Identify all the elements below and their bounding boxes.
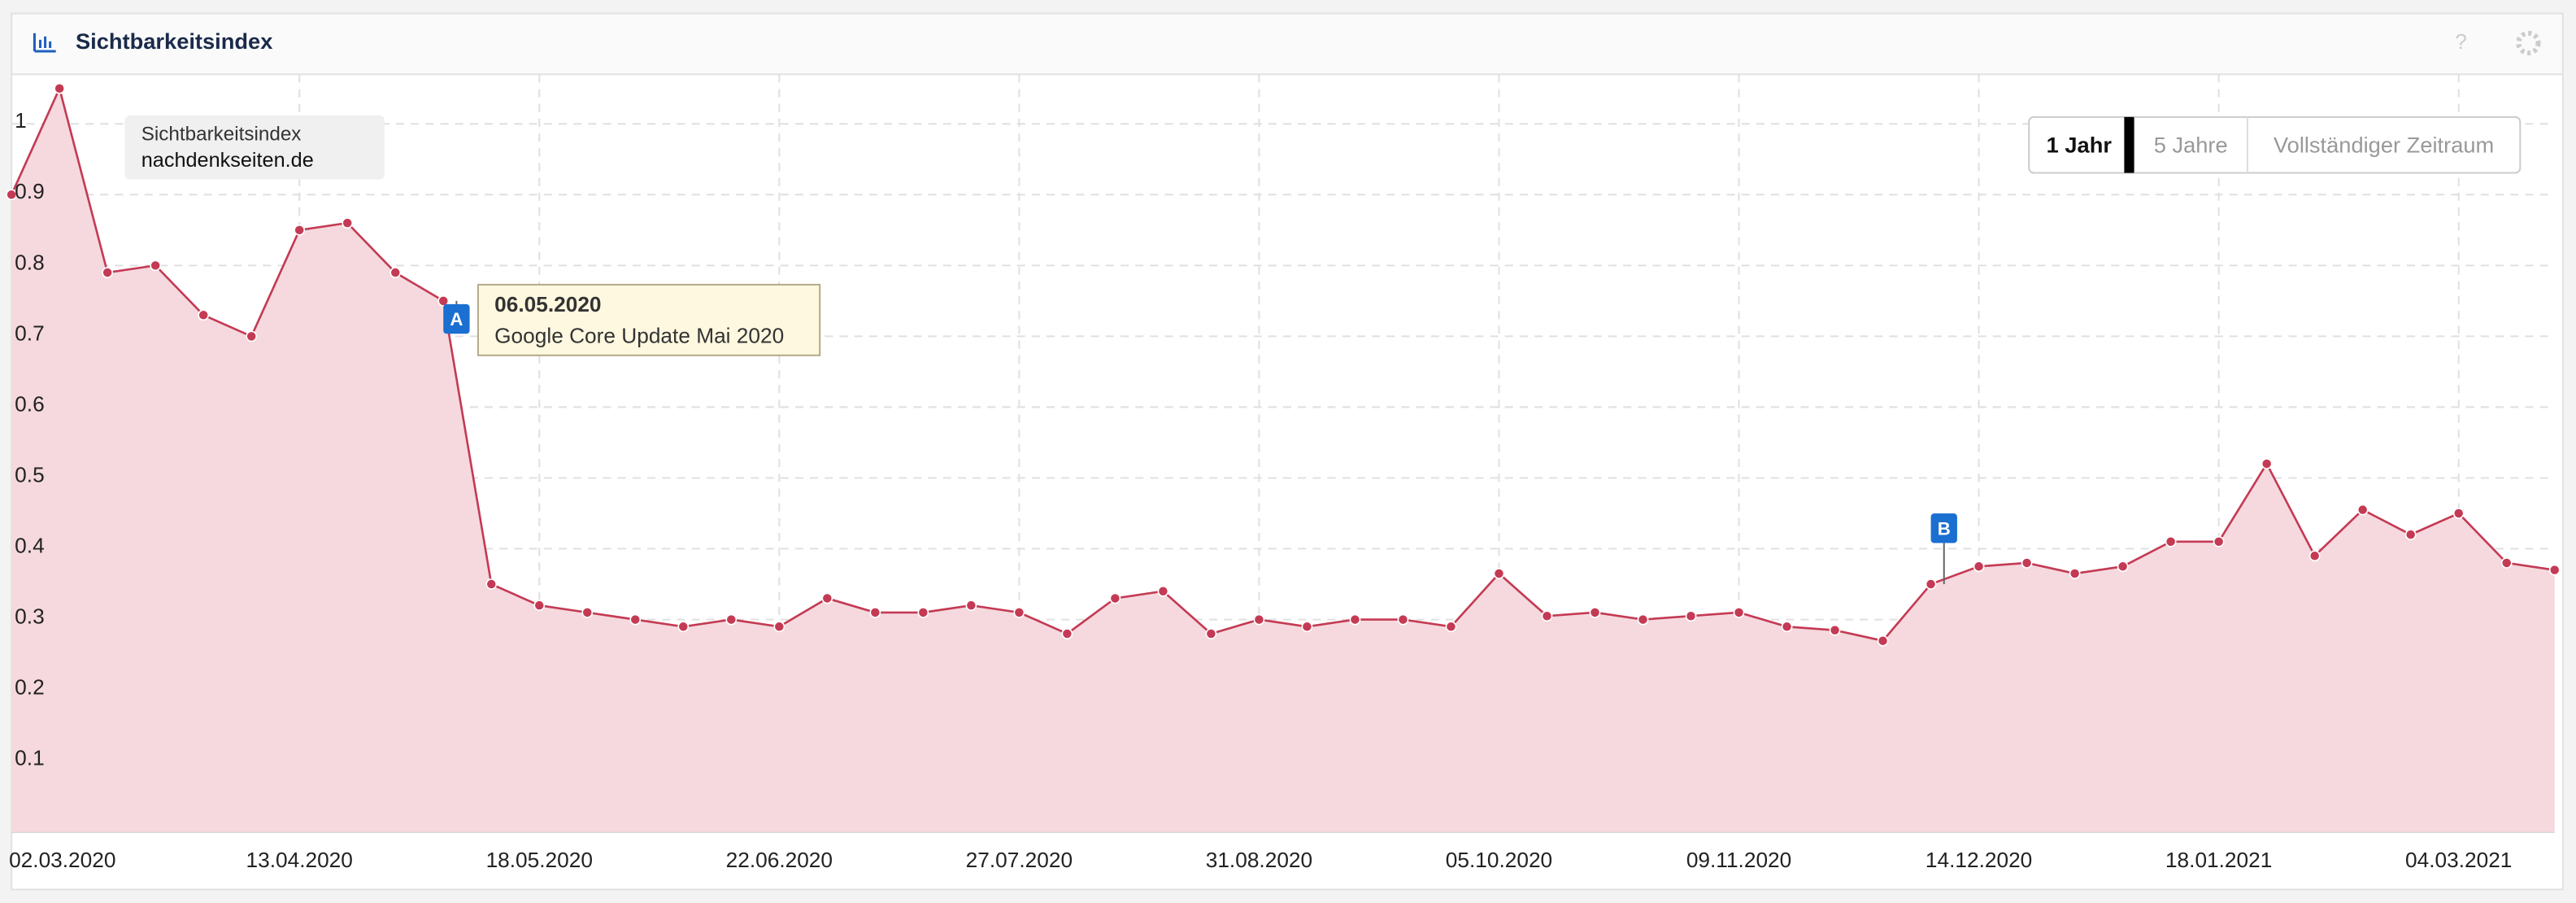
x-tick-label: 13.04.2020 xyxy=(246,848,353,872)
data-point[interactable] xyxy=(1781,621,1793,633)
panel-header xyxy=(11,12,2564,76)
legend-title: Sichtbarkeitsindex xyxy=(141,123,302,145)
data-point[interactable] xyxy=(102,267,114,278)
data-point[interactable] xyxy=(2165,535,2177,547)
data-point[interactable] xyxy=(1253,613,1265,626)
series-line xyxy=(10,85,2555,643)
data-point[interactable] xyxy=(1301,621,1313,633)
x-tick-label: 09.11.2020 xyxy=(1686,848,1791,872)
y-tick-label: 0.9 xyxy=(15,179,45,203)
data-point[interactable] xyxy=(485,578,498,590)
settings-icon[interactable] xyxy=(2516,30,2541,56)
data-point[interactable] xyxy=(2117,561,2129,573)
data-point[interactable] xyxy=(2261,458,2273,469)
range-button[interactable]: 1 Jahr xyxy=(2047,132,2113,157)
y-tick-label: 0.4 xyxy=(15,533,45,557)
x-tick-label: 02.03.2020 xyxy=(9,848,115,872)
data-point[interactable] xyxy=(1349,613,1361,626)
data-point[interactable] xyxy=(1109,592,1121,604)
data-point[interactable] xyxy=(677,621,690,633)
data-point[interactable] xyxy=(773,621,785,633)
data-point[interactable] xyxy=(54,82,66,94)
data-point[interactable] xyxy=(2069,568,2081,579)
y-tick-label: 0.3 xyxy=(15,604,45,628)
data-point[interactable] xyxy=(1733,607,1745,618)
data-point[interactable] xyxy=(2021,557,2033,569)
data-point[interactable] xyxy=(1973,561,1985,573)
data-point[interactable] xyxy=(1925,578,1937,590)
data-point[interactable] xyxy=(1157,585,1169,597)
data-point[interactable] xyxy=(965,600,977,612)
help-icon[interactable]: ? xyxy=(2455,29,2467,54)
range-button[interactable]: Vollständiger Zeitraum xyxy=(2274,132,2494,157)
x-tick-label: 31.08.2020 xyxy=(1206,848,1312,872)
data-point[interactable] xyxy=(1589,607,1601,618)
data-point[interactable] xyxy=(2548,564,2561,576)
x-tick-label: 27.07.2020 xyxy=(966,848,1073,872)
data-point[interactable] xyxy=(2356,504,2369,516)
data-point[interactable] xyxy=(1637,613,1649,626)
data-point[interactable] xyxy=(389,267,402,278)
x-tick-label: 18.05.2020 xyxy=(486,848,593,872)
panel-title: Sichtbarkeitsindex xyxy=(76,28,272,54)
range-controls xyxy=(2028,116,2522,174)
data-point[interactable] xyxy=(869,607,881,618)
annotation-text: Google Core Update Mai 2020 xyxy=(494,324,784,348)
data-point[interactable] xyxy=(1829,624,1841,636)
y-tick-label: 0.8 xyxy=(15,250,45,274)
data-point[interactable] xyxy=(1445,621,1457,633)
legend-box xyxy=(124,115,385,180)
annotation-tooltip xyxy=(476,283,821,356)
data-point[interactable] xyxy=(1541,610,1553,622)
data-point[interactable] xyxy=(246,330,258,342)
x-tick-label: 14.12.2020 xyxy=(1925,848,2032,872)
legend-entry: nachdenkseiten.de xyxy=(141,149,314,172)
data-point[interactable] xyxy=(1061,628,1073,639)
data-point[interactable] xyxy=(1013,607,1025,618)
data-point[interactable] xyxy=(533,600,546,612)
x-tick-label: 05.10.2020 xyxy=(1446,848,1552,872)
annotation-marker[interactable]: A xyxy=(450,309,463,329)
annotation-date: 06.05.2020 xyxy=(494,292,601,316)
annotation-marker[interactable]: B xyxy=(1938,518,1951,539)
data-point[interactable] xyxy=(198,309,210,321)
data-point[interactable] xyxy=(294,224,306,236)
data-point[interactable] xyxy=(2500,557,2513,569)
data-point[interactable] xyxy=(629,613,642,626)
data-point[interactable] xyxy=(1685,610,1697,622)
data-point[interactable] xyxy=(6,189,18,201)
data-point[interactable] xyxy=(1493,568,1505,579)
x-tick-label: 04.03.2021 xyxy=(2405,848,2512,872)
data-point[interactable] xyxy=(581,607,594,618)
x-tick-label: 22.06.2020 xyxy=(726,848,833,872)
y-tick-label: 0.6 xyxy=(15,391,45,416)
y-tick-label: 0.1 xyxy=(15,746,45,770)
y-tick-label: 0.7 xyxy=(15,321,45,345)
annotation-flag[interactable] xyxy=(1930,513,1957,543)
y-tick-label: 1 xyxy=(15,108,27,133)
y-tick-label: 0.2 xyxy=(15,675,45,700)
data-point[interactable] xyxy=(2452,508,2465,519)
annotation-flag[interactable] xyxy=(443,303,470,334)
data-point[interactable] xyxy=(725,613,738,626)
range-button[interactable]: 5 Jahre xyxy=(2154,132,2228,157)
data-point[interactable] xyxy=(2213,535,2225,547)
data-point[interactable] xyxy=(437,294,450,307)
data-point[interactable] xyxy=(2404,529,2417,540)
data-point[interactable] xyxy=(917,607,929,618)
data-point[interactable] xyxy=(2308,550,2321,562)
data-point[interactable] xyxy=(1397,613,1409,626)
x-tick-label: 18.01.2021 xyxy=(2165,848,2272,872)
area-fill xyxy=(11,88,2555,832)
y-tick-label: 0.5 xyxy=(15,462,45,486)
data-point[interactable] xyxy=(150,260,162,272)
data-point[interactable] xyxy=(1205,628,1217,639)
data-point[interactable] xyxy=(821,592,833,604)
chart-icon xyxy=(33,33,56,53)
data-point[interactable] xyxy=(342,217,354,229)
active-indicator xyxy=(2124,116,2134,173)
data-point[interactable] xyxy=(1877,635,1889,647)
